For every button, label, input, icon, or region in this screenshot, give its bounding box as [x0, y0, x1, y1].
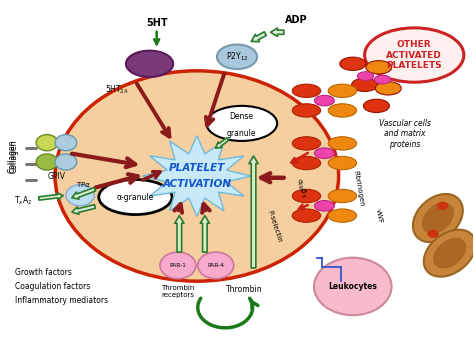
Circle shape: [36, 154, 58, 170]
Text: ADP: ADP: [285, 15, 307, 25]
Ellipse shape: [328, 104, 356, 117]
Ellipse shape: [357, 72, 374, 81]
Circle shape: [36, 134, 58, 151]
Ellipse shape: [352, 78, 378, 92]
Text: P2Y$_{12}$: P2Y$_{12}$: [226, 51, 248, 63]
Ellipse shape: [433, 238, 466, 269]
Text: vWF: vWF: [374, 208, 383, 224]
Text: PAR-1: PAR-1: [170, 263, 186, 268]
Ellipse shape: [292, 156, 320, 170]
Text: TP$\alpha$: TP$\alpha$: [76, 180, 91, 189]
Ellipse shape: [99, 180, 172, 215]
Ellipse shape: [126, 51, 173, 77]
Text: α$_{IIb}$β$_3$: α$_{IIb}$β$_3$: [293, 177, 309, 200]
Ellipse shape: [365, 28, 464, 82]
Text: P-selectin: P-selectin: [267, 210, 283, 244]
Circle shape: [55, 154, 77, 170]
Text: T$_x$A$_2$: T$_x$A$_2$: [14, 194, 32, 207]
Ellipse shape: [328, 137, 356, 150]
Text: ACTIVATED: ACTIVATED: [386, 51, 442, 59]
Circle shape: [428, 230, 439, 238]
Text: α-granule: α-granule: [117, 193, 154, 202]
Text: ACTIVATION: ACTIVATION: [162, 179, 231, 189]
Text: Thrombin
receptors: Thrombin receptors: [161, 285, 195, 298]
Ellipse shape: [292, 104, 320, 117]
Text: 5HT$_{2A}$: 5HT$_{2A}$: [105, 84, 128, 96]
Text: Vascular cells
and matrix
proteins: Vascular cells and matrix proteins: [379, 119, 431, 149]
Text: Growth factors: Growth factors: [15, 268, 72, 277]
Ellipse shape: [292, 137, 320, 150]
Ellipse shape: [292, 84, 320, 98]
Ellipse shape: [366, 61, 392, 74]
Circle shape: [160, 252, 196, 279]
Ellipse shape: [375, 82, 401, 95]
Ellipse shape: [206, 106, 277, 141]
Text: Leukocytes: Leukocytes: [328, 282, 377, 291]
Ellipse shape: [422, 202, 454, 234]
Ellipse shape: [328, 156, 356, 170]
Ellipse shape: [328, 84, 356, 98]
Text: GPIV: GPIV: [47, 172, 65, 181]
Text: OTHER: OTHER: [397, 40, 431, 49]
Circle shape: [314, 258, 392, 315]
Ellipse shape: [292, 189, 320, 203]
Circle shape: [437, 202, 448, 210]
Ellipse shape: [328, 209, 356, 222]
Text: PLATELETS: PLATELETS: [386, 61, 442, 70]
Text: Fibrinogen: Fibrinogen: [353, 170, 365, 207]
Circle shape: [55, 134, 77, 151]
Text: 5HT: 5HT: [146, 19, 167, 29]
Circle shape: [66, 185, 94, 206]
Polygon shape: [143, 136, 251, 216]
Ellipse shape: [424, 230, 474, 277]
Text: Coagulation factors: Coagulation factors: [15, 282, 90, 291]
Text: granule: granule: [227, 130, 256, 138]
Ellipse shape: [217, 44, 257, 69]
Text: PLATELET: PLATELET: [169, 163, 225, 173]
Ellipse shape: [292, 209, 320, 222]
Text: Collagen: Collagen: [9, 140, 18, 174]
Text: Inflammatory mediators: Inflammatory mediators: [15, 296, 108, 305]
Text: Thrombin: Thrombin: [226, 285, 263, 295]
Ellipse shape: [315, 148, 334, 158]
Ellipse shape: [55, 71, 338, 281]
Ellipse shape: [315, 95, 334, 106]
Ellipse shape: [413, 194, 463, 242]
Ellipse shape: [340, 57, 366, 70]
Ellipse shape: [364, 99, 390, 113]
Ellipse shape: [315, 201, 334, 211]
Ellipse shape: [374, 75, 391, 84]
Text: Dense: Dense: [230, 112, 254, 121]
Text: PAR-4: PAR-4: [207, 263, 224, 268]
Ellipse shape: [328, 189, 356, 203]
Text: Collagen: Collagen: [8, 140, 17, 174]
Circle shape: [198, 252, 234, 279]
